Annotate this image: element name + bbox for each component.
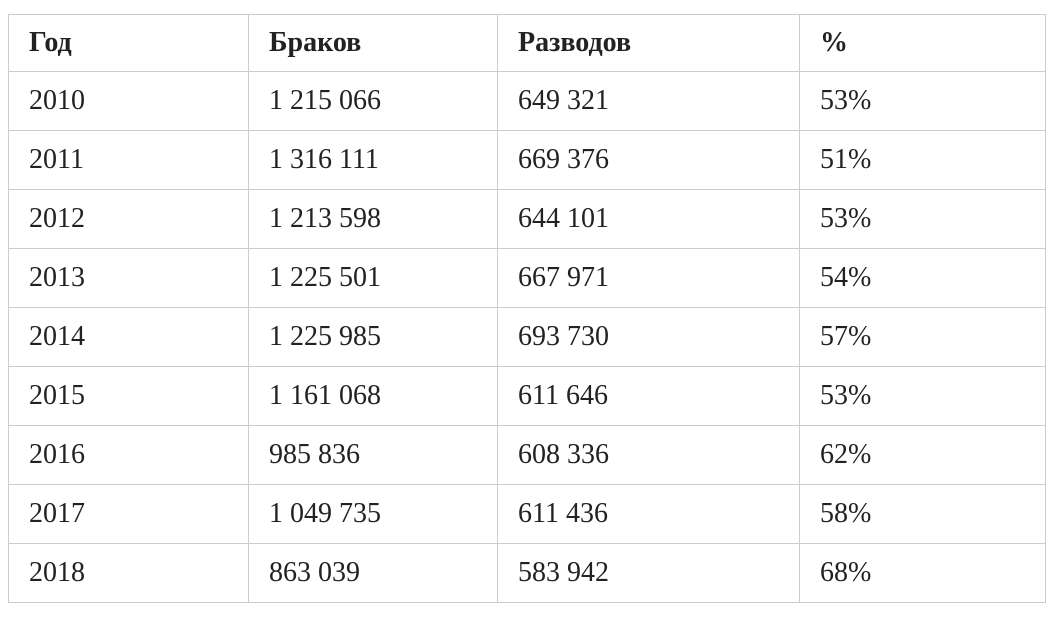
table-row: 2012 1 213 598 644 101 53% xyxy=(8,189,1046,249)
table-cell: 62% xyxy=(799,425,1046,485)
table-cell: 985 836 xyxy=(248,425,498,485)
column-header-divorces: Разводов xyxy=(497,14,800,72)
table-cell: 53% xyxy=(799,366,1046,426)
table-cell: 669 376 xyxy=(497,130,800,190)
table-row: 2016 985 836 608 336 62% xyxy=(8,425,1046,485)
table-cell: 667 971 xyxy=(497,248,800,308)
table-cell: 693 730 xyxy=(497,307,800,367)
table-cell: 68% xyxy=(799,543,1046,603)
table-cell: 57% xyxy=(799,307,1046,367)
table-cell: 863 039 xyxy=(248,543,498,603)
table-cell: 2012 xyxy=(8,189,249,249)
table-cell: 611 436 xyxy=(497,484,800,544)
table-cell: 2016 xyxy=(8,425,249,485)
table-cell: 1 225 985 xyxy=(248,307,498,367)
table-cell: 1 225 501 xyxy=(248,248,498,308)
table-row: 2013 1 225 501 667 971 54% xyxy=(8,248,1046,308)
table-cell: 583 942 xyxy=(497,543,800,603)
table-cell: 611 646 xyxy=(497,366,800,426)
table-cell: 2015 xyxy=(8,366,249,426)
table-cell: 2014 xyxy=(8,307,249,367)
column-header-year: Год xyxy=(8,14,249,72)
table-cell: 2018 xyxy=(8,543,249,603)
table-cell: 54% xyxy=(799,248,1046,308)
table-cell: 1 161 068 xyxy=(248,366,498,426)
table-header: Год Браков Разводов % xyxy=(8,14,1046,72)
table-row: 2014 1 225 985 693 730 57% xyxy=(8,307,1046,367)
table-cell: 2013 xyxy=(8,248,249,308)
table-cell: 2017 xyxy=(8,484,249,544)
table-row: 2015 1 161 068 611 646 53% xyxy=(8,366,1046,426)
table-cell: 2011 xyxy=(8,130,249,190)
table-cell: 2010 xyxy=(8,71,249,131)
table-cell: 1 316 111 xyxy=(248,130,498,190)
table-cell: 51% xyxy=(799,130,1046,190)
table-body: 2010 1 215 066 649 321 53% 2011 1 316 111 669 … xyxy=(8,71,1046,603)
marriages-divorces-table: Год Браков Разводов % 2010 1 215 066 649 3… xyxy=(8,14,1046,603)
table-row: 2011 1 316 111 669 376 51% xyxy=(8,130,1046,190)
header-row: Год Браков Разводов % xyxy=(8,14,1046,72)
table-cell: 58% xyxy=(799,484,1046,544)
table-row: 2017 1 049 735 611 436 58% xyxy=(8,484,1046,544)
table-cell: 1 049 735 xyxy=(248,484,498,544)
column-header-percent: % xyxy=(799,14,1046,72)
table-cell: 1 213 598 xyxy=(248,189,498,249)
table-row: 2010 1 215 066 649 321 53% xyxy=(8,71,1046,131)
table-cell: 644 101 xyxy=(497,189,800,249)
table-cell: 649 321 xyxy=(497,71,800,131)
table-cell: 53% xyxy=(799,189,1046,249)
column-header-marriages: Браков xyxy=(248,14,498,72)
table-cell: 1 215 066 xyxy=(248,71,498,131)
table-cell: 53% xyxy=(799,71,1046,131)
table-cell: 608 336 xyxy=(497,425,800,485)
table-row: 2018 863 039 583 942 68% xyxy=(8,543,1046,603)
